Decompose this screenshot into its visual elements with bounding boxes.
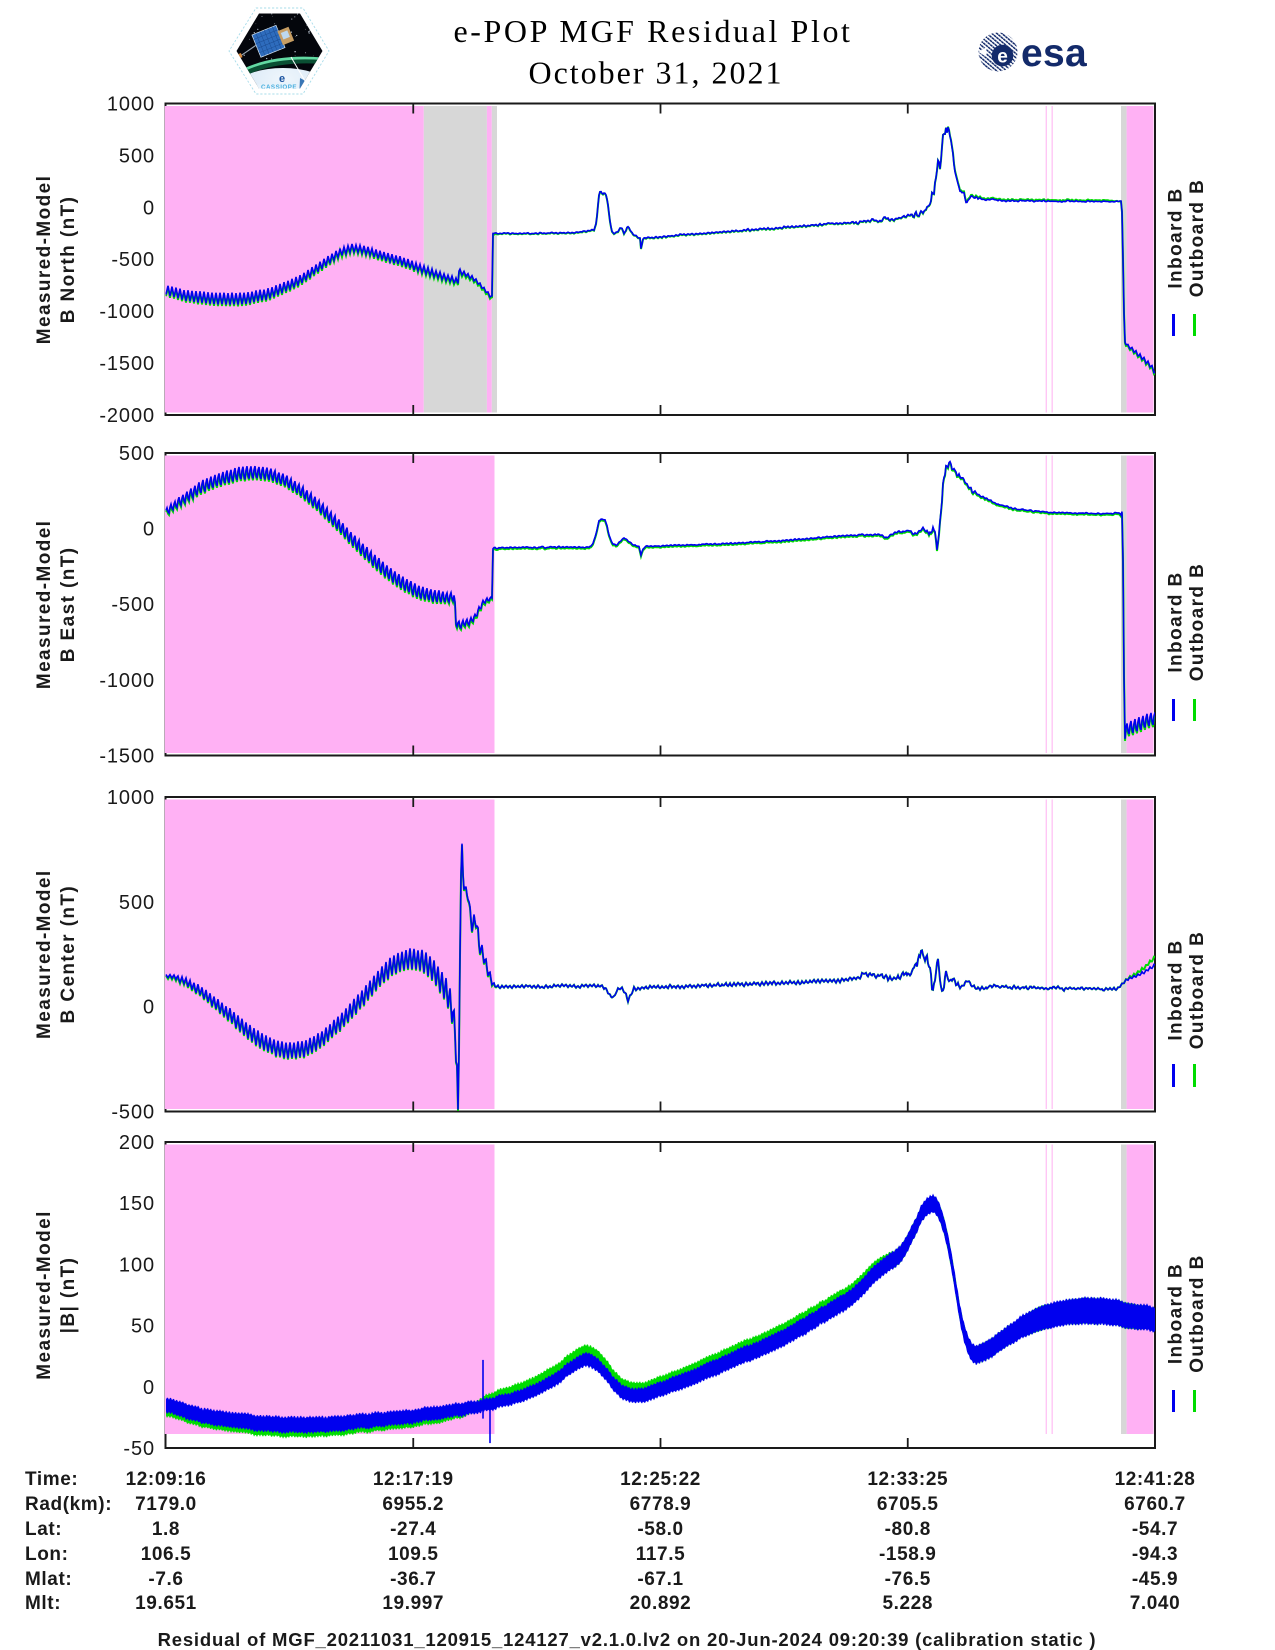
svg-text:e-POP MGF Residual Plot: e-POP MGF Residual Plot	[453, 13, 852, 49]
svg-text:B East (nT): B East (nT)	[58, 547, 79, 663]
svg-text:e: e	[997, 47, 1008, 68]
svg-text:-45.9: -45.9	[1132, 1569, 1178, 1590]
svg-text:109.5: 109.5	[388, 1544, 439, 1565]
svg-text:7179.0: 7179.0	[135, 1494, 197, 1515]
svg-text:-54.7: -54.7	[1132, 1519, 1178, 1540]
svg-text:100: 100	[119, 1254, 155, 1276]
svg-text:e: e	[279, 73, 285, 85]
svg-text:1.8: 1.8	[152, 1519, 180, 1540]
svg-text:|B| (nT): |B| (nT)	[58, 1257, 79, 1334]
svg-text:Measured-Model: Measured-Model	[34, 869, 55, 1039]
svg-text:-1500: -1500	[99, 353, 155, 375]
svg-text:6955.2: 6955.2	[382, 1494, 444, 1515]
svg-text:Measured-Model: Measured-Model	[34, 520, 55, 690]
svg-text:Inboard B: Inboard B	[1166, 187, 1187, 288]
svg-text:0: 0	[143, 1377, 155, 1399]
svg-text:Lon:: Lon:	[25, 1544, 69, 1565]
svg-text:500: 500	[119, 892, 155, 914]
svg-text:6778.9: 6778.9	[630, 1494, 692, 1515]
svg-text:500: 500	[119, 443, 155, 465]
svg-text:Outboard B: Outboard B	[1187, 1254, 1208, 1373]
svg-text:106.5: 106.5	[141, 1544, 192, 1565]
svg-text:-500: -500	[111, 594, 155, 616]
svg-text:-7.6: -7.6	[148, 1569, 183, 1590]
svg-text:6760.7: 6760.7	[1124, 1494, 1186, 1515]
svg-text:-158.9: -158.9	[879, 1544, 936, 1565]
svg-text:-80.8: -80.8	[885, 1519, 931, 1540]
svg-text:-94.3: -94.3	[1132, 1544, 1178, 1565]
svg-text:-500: -500	[111, 1102, 155, 1124]
svg-text:5.228: 5.228	[882, 1593, 933, 1614]
svg-text:0: 0	[143, 519, 155, 541]
svg-text:Lat:: Lat:	[25, 1519, 62, 1540]
svg-text:50: 50	[131, 1316, 155, 1338]
svg-text:Measured-Model: Measured-Model	[34, 175, 55, 345]
svg-text:-1000: -1000	[99, 301, 155, 323]
svg-text:12:09:16: 12:09:16	[126, 1469, 207, 1490]
svg-text:Outboard B: Outboard B	[1187, 179, 1208, 298]
svg-text:Outboard B: Outboard B	[1187, 931, 1208, 1050]
svg-text:Rad(km):: Rad(km):	[25, 1494, 112, 1515]
svg-text:CASSIOPE: CASSIOPE	[261, 84, 297, 91]
svg-text:-2000: -2000	[99, 405, 155, 427]
svg-text:Time:: Time:	[25, 1469, 78, 1490]
svg-text:0: 0	[143, 997, 155, 1019]
svg-text:Mlt:: Mlt:	[25, 1593, 61, 1614]
svg-text:Mlat:: Mlat:	[25, 1569, 72, 1590]
svg-text:Inboard B: Inboard B	[1166, 571, 1187, 672]
svg-text:-1500: -1500	[99, 746, 155, 768]
svg-text:19.997: 19.997	[382, 1593, 444, 1614]
svg-text:-36.7: -36.7	[390, 1569, 436, 1590]
svg-text:October 31, 2021: October 31, 2021	[528, 55, 783, 91]
svg-text:117.5: 117.5	[636, 1544, 686, 1565]
svg-text:20.892: 20.892	[630, 1593, 692, 1614]
svg-text:200: 200	[119, 1132, 155, 1154]
svg-text:12:17:19: 12:17:19	[373, 1469, 454, 1490]
svg-text:1000: 1000	[107, 94, 155, 116]
svg-text:-58.0: -58.0	[637, 1519, 683, 1540]
svg-text:-27.4: -27.4	[390, 1519, 436, 1540]
svg-text:Outboard B: Outboard B	[1187, 563, 1208, 682]
svg-text:-500: -500	[111, 249, 155, 271]
svg-text:19.651: 19.651	[135, 1593, 197, 1614]
svg-text:0: 0	[143, 197, 155, 219]
svg-text:7.040: 7.040	[1130, 1593, 1181, 1614]
svg-text:500: 500	[119, 145, 155, 167]
svg-text:12:41:28: 12:41:28	[1115, 1469, 1196, 1490]
svg-text:-1000: -1000	[99, 670, 155, 692]
svg-text:12:25:22: 12:25:22	[620, 1469, 701, 1490]
svg-text:Inboard B: Inboard B	[1166, 1263, 1187, 1364]
svg-text:B North (nT): B North (nT)	[58, 196, 79, 324]
svg-text:Measured-Model: Measured-Model	[34, 1210, 55, 1380]
svg-text:Inboard B: Inboard B	[1166, 939, 1187, 1040]
svg-text:Residual of MGF_20211031_12091: Residual of MGF_20211031_120915_124127_v…	[158, 1629, 1097, 1650]
svg-text:-67.1: -67.1	[637, 1569, 683, 1590]
svg-text:-76.5: -76.5	[885, 1569, 931, 1590]
svg-text:1000: 1000	[107, 787, 155, 809]
svg-text:B Center (nT): B Center (nT)	[58, 885, 79, 1024]
svg-text:-50: -50	[123, 1438, 155, 1460]
svg-text:150: 150	[119, 1193, 155, 1215]
svg-text:6705.5: 6705.5	[877, 1494, 939, 1515]
svg-text:12:33:25: 12:33:25	[867, 1469, 948, 1490]
svg-text:esa: esa	[1021, 32, 1087, 75]
